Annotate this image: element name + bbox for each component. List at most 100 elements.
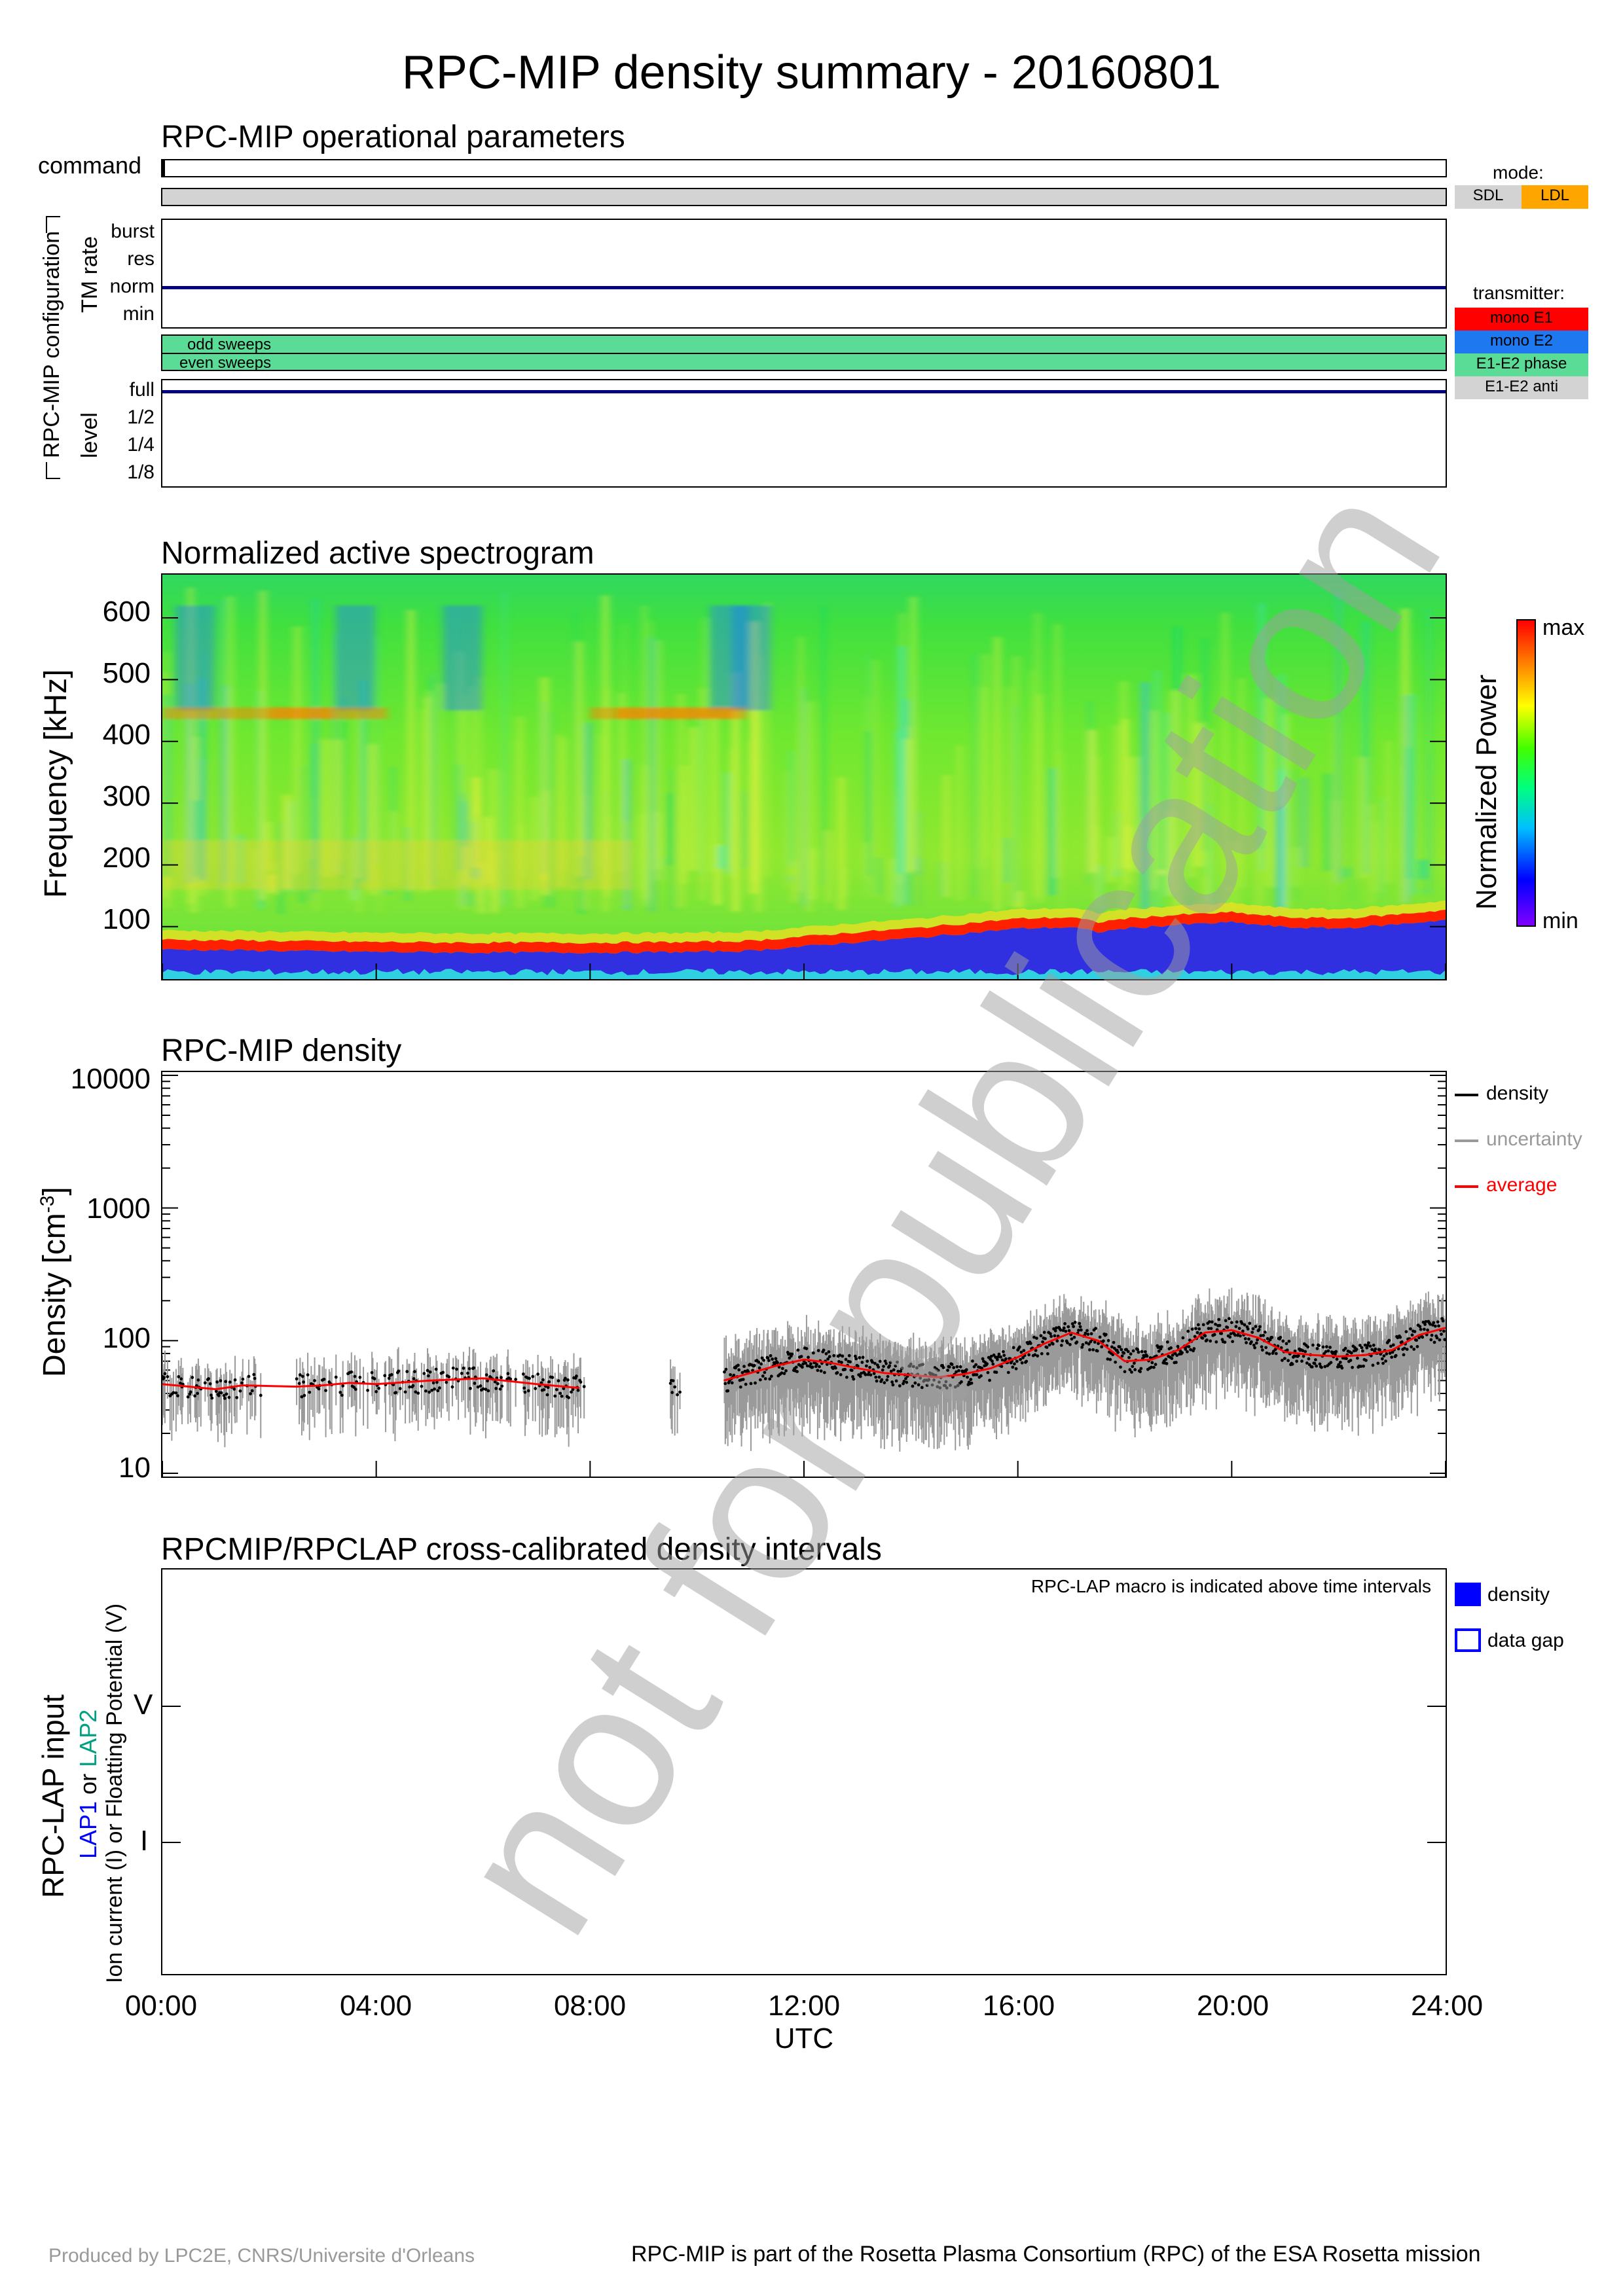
spectrogram-streak <box>1410 694 1416 895</box>
density-point <box>1229 1332 1233 1336</box>
density-point <box>947 1365 951 1369</box>
density-point <box>228 1380 232 1384</box>
density-point <box>1192 1347 1196 1350</box>
density-point <box>1421 1320 1425 1324</box>
density-ytick-10000: 10000 <box>70 1063 151 1095</box>
spectrogram-streak <box>378 870 380 914</box>
spectrogram-streak <box>974 653 977 897</box>
spectrogram-streak <box>468 893 473 906</box>
density-point <box>163 1372 167 1376</box>
density-point <box>732 1373 736 1377</box>
spectrogram-streak <box>598 734 601 867</box>
density-point <box>252 1372 256 1376</box>
tm-rate-axis-label: TM rate <box>77 236 102 313</box>
density-point <box>408 1385 412 1389</box>
mode-ldl: LDL <box>1522 185 1588 209</box>
density-point <box>1214 1340 1218 1344</box>
density-point <box>960 1380 963 1384</box>
density-point <box>571 1388 575 1391</box>
density-point <box>1033 1353 1037 1357</box>
density-point <box>334 1375 338 1379</box>
density-point <box>816 1369 820 1372</box>
spectrogram-streak <box>1362 621 1370 875</box>
spectrogram-streak <box>741 791 748 869</box>
density-point <box>353 1374 357 1378</box>
density-point <box>767 1359 771 1363</box>
density-point <box>358 1376 362 1379</box>
spectrogram-low-freq-band <box>162 920 1446 979</box>
density-point <box>816 1349 820 1352</box>
spectrogram-streak <box>384 890 390 893</box>
density-point <box>1394 1354 1398 1357</box>
density-point <box>564 1376 567 1380</box>
density-point <box>1118 1345 1122 1349</box>
density-point <box>898 1384 902 1388</box>
spectrogram-streak <box>269 707 388 719</box>
density-point <box>422 1372 426 1375</box>
density-point <box>1133 1368 1137 1372</box>
density-point <box>1404 1330 1408 1334</box>
density-point <box>782 1372 786 1375</box>
density-point <box>911 1365 915 1369</box>
density-point <box>1349 1359 1353 1362</box>
density-point <box>176 1394 179 1397</box>
density-point <box>1148 1356 1152 1359</box>
density-point <box>1169 1346 1173 1350</box>
spectrogram-streak <box>1008 687 1010 906</box>
density-point <box>1150 1365 1153 1369</box>
density-point <box>338 1390 342 1394</box>
density-point <box>1321 1345 1325 1349</box>
density-point <box>466 1371 469 1375</box>
spectrogram-streak <box>227 688 232 902</box>
density-point <box>1300 1359 1304 1363</box>
spectrogram-streak <box>1095 826 1100 898</box>
density-point <box>1421 1335 1425 1339</box>
density-point <box>1087 1342 1091 1346</box>
density-point <box>1128 1368 1132 1372</box>
density-point <box>769 1354 773 1357</box>
spectrogram-streak <box>419 709 424 894</box>
density-point <box>1106 1338 1110 1342</box>
config-label: RPC-MIP configuration <box>39 230 64 458</box>
spectrogram-streak <box>1055 624 1059 878</box>
density-point <box>177 1375 181 1378</box>
density-point <box>208 1382 212 1386</box>
density-point <box>953 1385 957 1389</box>
density-point <box>809 1362 812 1366</box>
density-point <box>904 1376 907 1380</box>
density-point <box>726 1389 730 1393</box>
spectrogram-streak <box>680 782 685 874</box>
density-point <box>1032 1335 1036 1339</box>
spectrogram-streak <box>827 831 831 903</box>
density-point <box>476 1385 480 1389</box>
density-point <box>754 1381 757 1385</box>
spectrogram-streak <box>336 605 375 711</box>
density-point <box>1070 1322 1074 1325</box>
density-point <box>860 1371 863 1375</box>
tm-rate-norm: norm <box>109 276 155 297</box>
spectrogram-streak <box>1060 752 1063 912</box>
density-point <box>531 1374 535 1378</box>
density-point <box>851 1375 854 1378</box>
spectrogram-streak <box>731 605 771 711</box>
density-point <box>931 1372 935 1376</box>
density-point <box>927 1378 931 1382</box>
spectrogram-streak <box>189 587 193 904</box>
density-point <box>1324 1350 1328 1354</box>
spectrogram-streak <box>840 868 848 897</box>
spectrogram-streak <box>1401 766 1403 888</box>
density-point <box>1063 1321 1067 1325</box>
spectrogram-streak <box>866 731 871 877</box>
density-point <box>670 1391 674 1394</box>
density-point <box>341 1384 345 1388</box>
density-point <box>894 1364 898 1368</box>
density-point <box>1181 1336 1185 1340</box>
density-point <box>431 1381 435 1385</box>
spectrogram-streak <box>747 740 749 900</box>
spectrogram-streak <box>1332 716 1334 907</box>
density-point <box>1329 1361 1333 1365</box>
spectrogram-heatmap <box>162 575 1446 979</box>
density-point <box>1391 1343 1395 1347</box>
density-point <box>420 1384 424 1388</box>
density-point <box>840 1361 843 1364</box>
